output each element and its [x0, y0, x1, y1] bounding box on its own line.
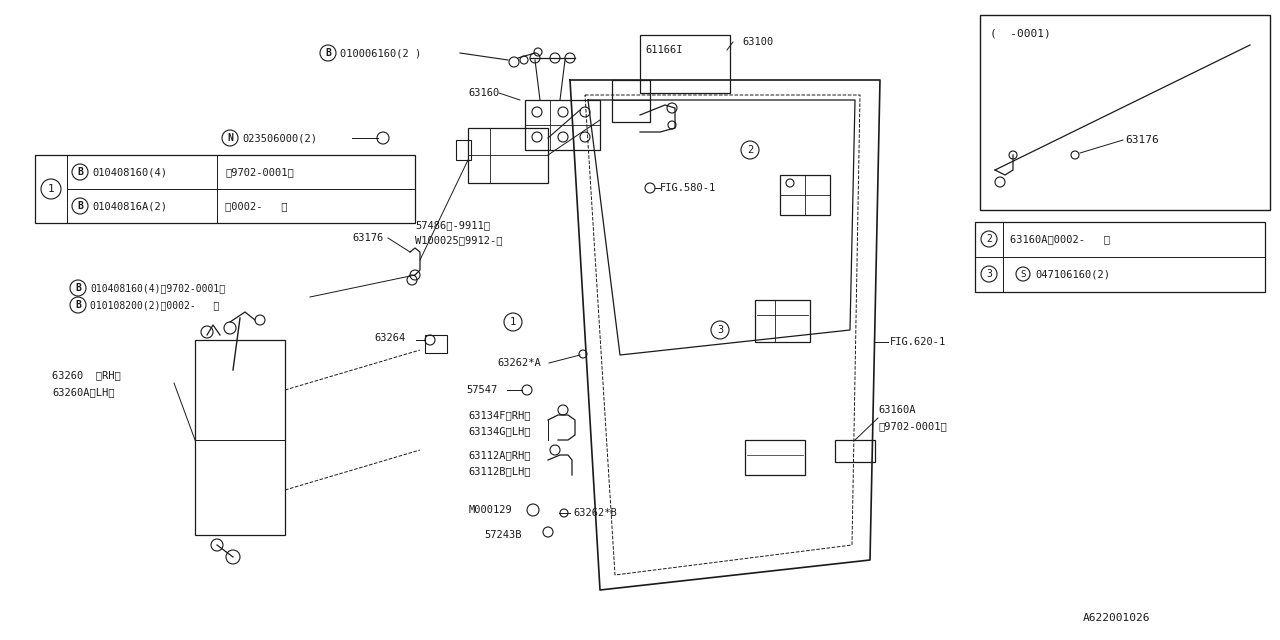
Text: S: S — [1020, 269, 1025, 278]
Bar — [456, 140, 471, 160]
Text: 〈0002-   〉: 〈0002- 〉 — [225, 201, 288, 211]
Text: 57486〈-9911〉: 57486〈-9911〉 — [415, 220, 490, 230]
Text: M000129: M000129 — [468, 505, 513, 515]
Text: 63134G〈LH〉: 63134G〈LH〉 — [468, 426, 530, 436]
Text: 010408160(4): 010408160(4) — [92, 167, 166, 177]
Text: 63260  〈RH〉: 63260 〈RH〉 — [52, 370, 120, 380]
Bar — [468, 128, 548, 183]
Bar — [975, 222, 1265, 292]
Bar — [780, 175, 829, 215]
Bar — [980, 15, 1270, 210]
Text: 010108200(2)〈0002-   〉: 010108200(2)〈0002- 〉 — [90, 300, 219, 310]
Text: 1: 1 — [509, 317, 516, 327]
Text: 63160A: 63160A — [878, 405, 915, 415]
Bar — [525, 100, 600, 150]
Text: FIG.620-1: FIG.620-1 — [890, 337, 946, 347]
Bar — [425, 335, 447, 353]
Text: 2: 2 — [746, 145, 753, 155]
Text: 63176: 63176 — [352, 233, 383, 243]
Text: B: B — [77, 201, 83, 211]
Text: 010006160(2 ): 010006160(2 ) — [340, 48, 421, 58]
Text: 63160A〈0002-   〉: 63160A〈0002- 〉 — [1010, 234, 1110, 244]
Text: 023506000(2): 023506000(2) — [242, 133, 317, 143]
Text: 〈9702-0001〉: 〈9702-0001〉 — [878, 421, 947, 431]
Text: 〈9702-0001〉: 〈9702-0001〉 — [225, 167, 293, 177]
Bar — [745, 440, 805, 475]
Bar — [195, 340, 285, 535]
Text: 01040816A(2): 01040816A(2) — [92, 201, 166, 211]
Text: 57547: 57547 — [466, 385, 497, 395]
Text: 010408160(4)〈9702-0001〉: 010408160(4)〈9702-0001〉 — [90, 283, 225, 293]
Bar — [755, 300, 810, 342]
Text: 1: 1 — [47, 184, 54, 194]
Bar — [35, 155, 415, 223]
Text: 2: 2 — [986, 234, 992, 244]
Text: 3: 3 — [986, 269, 992, 279]
Text: B: B — [76, 300, 81, 310]
Text: W100025〈9912-〉: W100025〈9912-〉 — [415, 235, 503, 245]
Text: 63264: 63264 — [374, 333, 406, 343]
Text: 3: 3 — [717, 325, 723, 335]
Bar — [640, 35, 730, 93]
Text: B: B — [76, 283, 81, 293]
Text: 63134F〈RH〉: 63134F〈RH〉 — [468, 410, 530, 420]
Bar — [835, 440, 876, 462]
Text: (  -0001): ( -0001) — [989, 28, 1051, 38]
Text: 63112A〈RH〉: 63112A〈RH〉 — [468, 450, 530, 460]
Text: 63176: 63176 — [1125, 135, 1158, 145]
Text: B: B — [77, 167, 83, 177]
Text: 63262*A: 63262*A — [497, 358, 540, 368]
Text: N: N — [227, 133, 233, 143]
Bar — [612, 80, 650, 122]
Text: 63262*B: 63262*B — [573, 508, 617, 518]
Text: 63160: 63160 — [468, 88, 499, 98]
Text: 61166I: 61166I — [645, 45, 682, 55]
Text: 047106160(2): 047106160(2) — [1036, 269, 1110, 279]
Text: 63100: 63100 — [742, 37, 773, 47]
Text: 63112B〈LH〉: 63112B〈LH〉 — [468, 466, 530, 476]
Text: B: B — [325, 48, 332, 58]
Text: A622001026: A622001026 — [1083, 613, 1149, 623]
Text: 57243B: 57243B — [484, 530, 521, 540]
Text: FIG.580-1: FIG.580-1 — [660, 183, 717, 193]
Text: 63260A〈LH〉: 63260A〈LH〉 — [52, 387, 114, 397]
